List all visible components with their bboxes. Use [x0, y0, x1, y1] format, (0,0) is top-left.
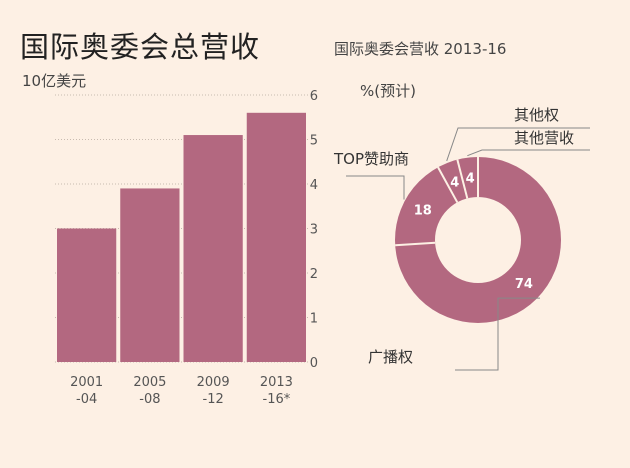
leader-line: [446, 127, 590, 162]
y-tick-label: 0: [310, 356, 318, 371]
segment-label: 其他权: [514, 106, 559, 124]
bar: [183, 135, 243, 362]
chart-title: 国际奥委会总营收: [20, 30, 261, 64]
y-tick-label: 4: [310, 178, 318, 193]
y-tick-label: 1: [310, 312, 318, 327]
segment-value: 18: [414, 204, 432, 219]
segment-divider: [437, 166, 459, 203]
donut-title: 国际奥委会营收 2013-16: [334, 40, 507, 58]
x-tick-label: -16*: [263, 392, 291, 407]
x-tick-label: -12: [203, 392, 224, 407]
y-tick-label: 6: [310, 89, 318, 104]
segment-label: 其他营收: [514, 129, 574, 147]
leader-line: [455, 297, 540, 371]
x-tick-label: 2001: [70, 375, 103, 390]
y-axis-unit: 10亿美元: [22, 72, 87, 90]
x-tick-label: -04: [76, 392, 97, 407]
donut-subtitle: %(预计): [360, 82, 416, 100]
bar: [57, 228, 117, 362]
x-tick-label: -08: [139, 392, 160, 407]
segment-divider: [456, 159, 469, 199]
bar: [246, 112, 306, 362]
segment-value: 4: [450, 175, 459, 190]
y-tick-label: 5: [310, 134, 318, 149]
x-tick-label: 2013: [260, 375, 293, 390]
bar: [120, 188, 180, 362]
y-tick-label: 3: [310, 223, 318, 238]
x-tick-label: 2005: [133, 375, 166, 390]
leader-line: [346, 175, 405, 200]
segment-label: 广播权: [368, 348, 413, 366]
y-tick-label: 2: [310, 267, 318, 282]
leader-line: [467, 149, 590, 157]
x-tick-label: 2009: [197, 375, 230, 390]
segment-label: TOP赞助商: [333, 150, 409, 168]
segment-value: 4: [466, 171, 475, 186]
segment-value: 74: [515, 277, 533, 292]
segment-divider: [395, 241, 436, 247]
